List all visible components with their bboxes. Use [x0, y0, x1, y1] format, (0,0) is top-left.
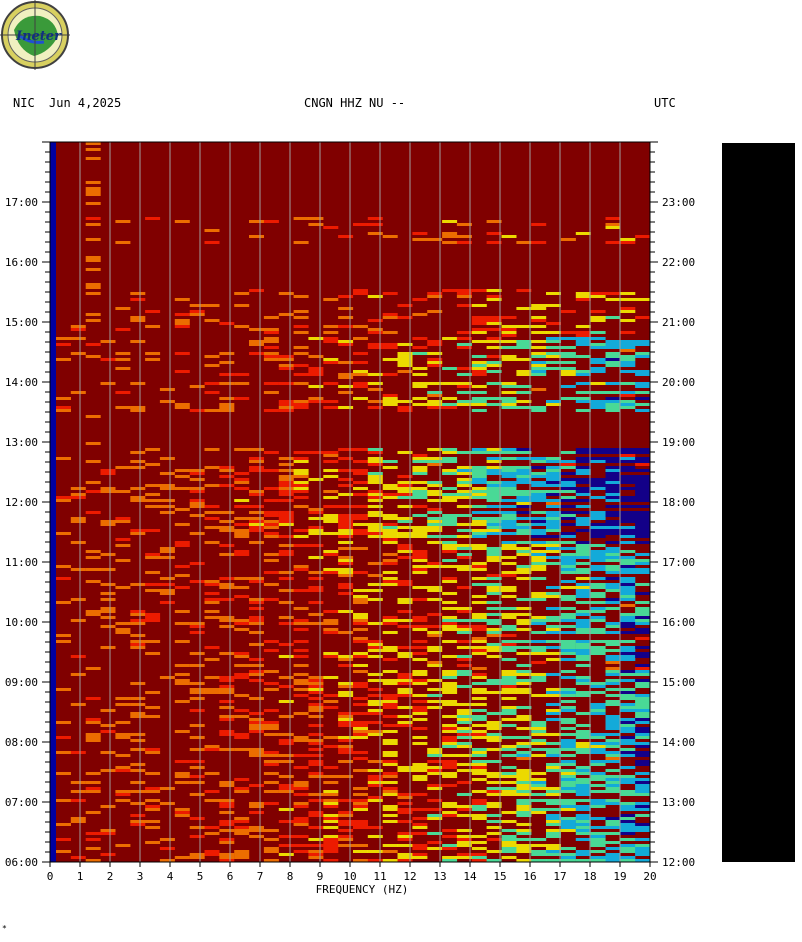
x-tick-label: 5 [197, 870, 204, 883]
y-left-tick-label: 13:00 [5, 436, 38, 449]
y-left-tick-label: 11:00 [5, 556, 38, 569]
x-tick-label: 12 [403, 870, 416, 883]
station-label: CNGN HHZ NU -- [304, 96, 406, 110]
x-tick-label: 2 [107, 870, 114, 883]
y-right-tick-label: 16:00 [662, 616, 695, 629]
corner-mark: * [2, 924, 7, 933]
y-right-tick-label: 19:00 [662, 436, 695, 449]
y-right-tick-label: 21:00 [662, 316, 695, 329]
x-tick-label: 7 [257, 870, 264, 883]
x-tick-label: 9 [317, 870, 324, 883]
y-left-tick-label: 10:00 [5, 616, 38, 629]
color-bar [722, 143, 795, 862]
x-tick-label: 8 [287, 870, 294, 883]
y-left-tick-label: 16:00 [5, 256, 38, 269]
y-left-tick-label: 06:00 [5, 856, 38, 869]
network-label: NIC [13, 96, 35, 110]
y-right-tick-label: 17:00 [662, 556, 695, 569]
y-right-tick-label: 20:00 [662, 376, 695, 389]
spectrogram-texture [56, 142, 651, 862]
y-left-tick-label: 08:00 [5, 736, 38, 749]
x-tick-label: 3 [137, 870, 144, 883]
ineter-logo: Ineter [0, 0, 70, 70]
x-tick-label: 13 [433, 870, 446, 883]
low-frequency-band [50, 142, 56, 862]
x-tick-label: 17 [553, 870, 566, 883]
y-left-tick-label: 07:00 [5, 796, 38, 809]
timezone-label: UTC [654, 96, 676, 110]
x-tick-label: 11 [373, 870, 386, 883]
grid-lines [79, 142, 621, 862]
x-tick-label: 14 [463, 870, 477, 883]
x-tick-label: 6 [227, 870, 234, 883]
x-tick-label: 16 [523, 870, 536, 883]
y-right-tick-label: 23:00 [662, 196, 695, 209]
x-tick-label: 19 [613, 870, 626, 883]
y-left-tick-label: 17:00 [5, 196, 38, 209]
logo-text: Ineter [15, 29, 62, 44]
x-tick-label: 1 [77, 870, 84, 883]
x-tick-label: 4 [167, 870, 174, 883]
y-right-tick-label: 14:00 [662, 736, 695, 749]
y-right-tick-label: 13:00 [662, 796, 695, 809]
x-axis-label: FREQUENCY (HZ) [316, 883, 409, 896]
x-tick-label: 20 [643, 870, 656, 883]
x-tick-label: 18 [583, 870, 596, 883]
y-left-tick-label: 09:00 [5, 676, 38, 689]
y-left-tick-label: 14:00 [5, 376, 38, 389]
y-right-tick-label: 18:00 [662, 496, 695, 509]
y-left-tick-label: 15:00 [5, 316, 38, 329]
x-tick-label: 15 [493, 870, 506, 883]
date-label: Jun 4,2025 [49, 96, 122, 110]
y-right-tick-label: 22:00 [662, 256, 695, 269]
y-left-tick-label: 12:00 [5, 496, 38, 509]
x-tick-label: 10 [343, 870, 356, 883]
x-tick-label: 0 [47, 870, 54, 883]
y-right-tick-label: 15:00 [662, 676, 695, 689]
y-right-tick-label: 12:00 [662, 856, 695, 869]
axes: 0 1 2 3 4 5 6 7 8 9 10 11 12 13 14 15 16 17 18 19 2006:0007:… [5, 141, 695, 883]
